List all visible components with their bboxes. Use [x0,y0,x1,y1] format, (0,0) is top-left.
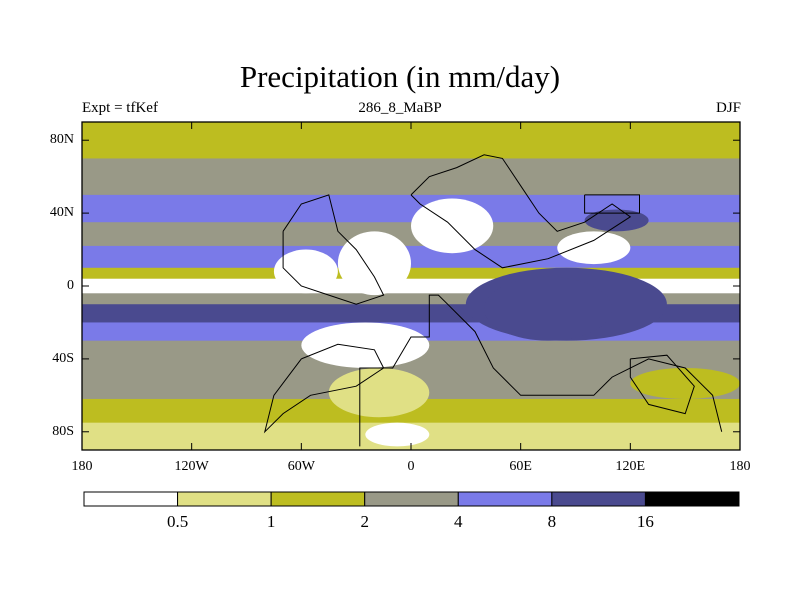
coastline-1 [282,194,385,305]
colorbar-swatch-2 [270,491,366,507]
colorbar-label: 1 [266,512,276,531]
coastline-4 [263,343,385,434]
x-tick-label: 60E [509,459,532,474]
coastline-3 [584,194,640,214]
colorbar-label: 0.5 [166,512,189,531]
coastline-0 [359,294,723,447]
precip-region-9 [584,209,649,232]
season-label: DJF [715,100,741,116]
y-tick-label: 0 [67,278,74,293]
precip-band-1 [82,158,740,196]
colorbar-label: 16 [636,512,654,531]
precip-region-5 [484,276,613,341]
y-tick-label: 80N [49,132,74,148]
precip-region-6 [301,322,430,368]
precip-band-5 [82,267,740,280]
precip-region-7 [328,368,430,418]
coastline-5 [629,354,695,415]
colorbar-swatch-0 [83,491,179,507]
precip-region-8 [365,422,430,447]
colorbar-swatch-5 [551,491,646,507]
x-tick-label: 0 [407,459,415,474]
colorbar-swatch-6 [644,491,740,507]
precip-region-0 [337,231,412,296]
precip-region-2 [411,198,494,254]
colorbar-swatch-1 [177,491,272,507]
precip-band-7 [82,293,740,305]
precip-band-4 [82,245,740,269]
y-tick-label: 80S [52,423,74,439]
colorbar-swatch-3 [364,491,459,507]
x-tick-label: 180 [729,459,751,474]
colorbar-label: 4 [454,512,463,531]
chart-title: Precipitation (in mm/day) [239,59,561,94]
colorbar-label: 2 [360,512,369,531]
precip-region-3 [557,231,631,265]
precip-region-1 [273,249,338,294]
y-tick-label: 40N [49,205,74,221]
experiment-label: Expt = tfKef [82,100,158,116]
x-tick-label: 60W [287,459,315,474]
colorbar-swatch-4 [457,491,553,507]
x-tick-label: 180 [71,459,93,474]
run-label: 286_8_MaBP [358,100,442,116]
precip-region-10 [630,368,740,399]
x-tick-label: 120W [174,459,209,474]
y-tick-label: 40S [52,350,74,366]
x-tick-label: 120E [615,459,646,474]
colorbar-label: 8 [547,512,557,531]
